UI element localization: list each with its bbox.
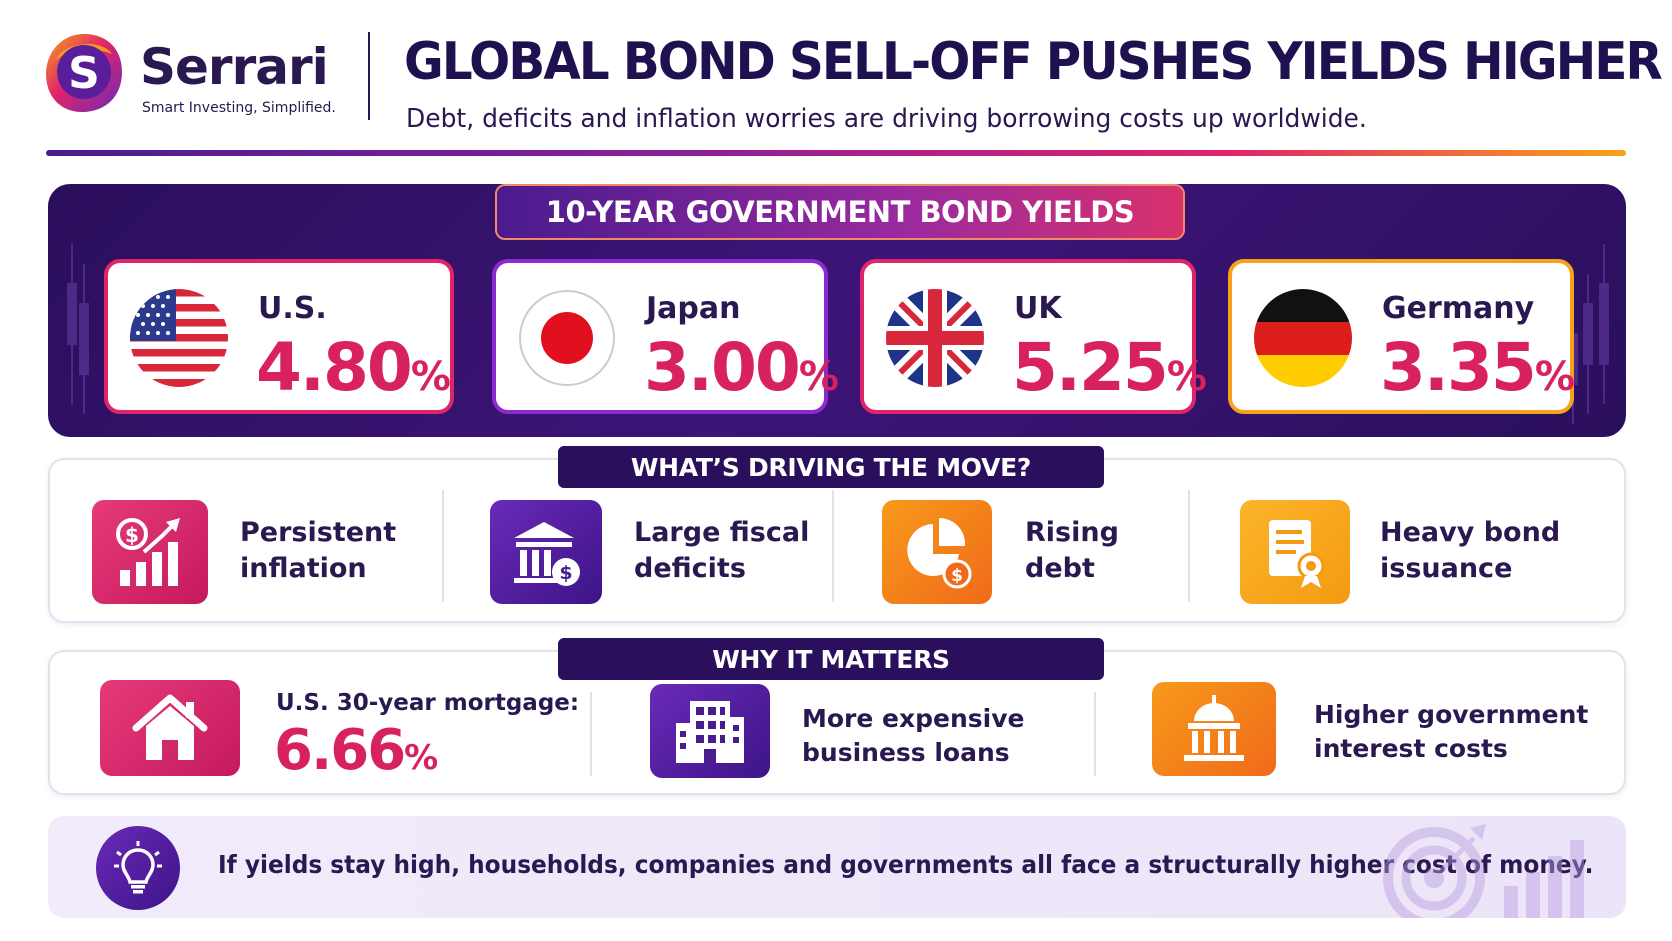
lightbulb-icon (96, 826, 180, 910)
footer-text: If yields stay high, households, compani… (218, 850, 1594, 879)
header-divider (368, 32, 370, 120)
us-flag-icon (130, 289, 228, 387)
driver-text-deficits: Large fiscal deficits (634, 517, 810, 584)
office-building-icon (650, 684, 770, 778)
pie-chart-dollar-icon: $ (882, 500, 992, 604)
mortgage-value: 6.66% (274, 718, 439, 783)
footer-takeaway: If yields stay high, households, compani… (48, 816, 1626, 918)
column-divider (1188, 490, 1190, 602)
uk-flag-icon (886, 289, 984, 387)
matters-section-title: WHY IT MATTERS (558, 638, 1104, 680)
country-name: U.S. (258, 291, 327, 326)
brand-tagline: Smart Investing, Simplified. (142, 100, 336, 116)
column-divider (442, 490, 444, 602)
driver-text-inflation: Persistent inflation (240, 517, 397, 584)
bond-card-uk: UK 5.25% (860, 259, 1207, 414)
page-subtitle: Debt, deficits and inflation worries are… (406, 104, 1367, 134)
target-chart-decoration-icon (1383, 824, 1584, 918)
dollar-growth-chart-icon: $ (92, 500, 208, 604)
gradient-divider (46, 150, 1626, 156)
bond-yields-panel: 10-YEAR GOVERNMENT BOND YIELDS U.S. 4.80… (48, 184, 1626, 437)
germany-flag-icon (1254, 289, 1352, 387)
government-capitol-icon (1152, 682, 1276, 776)
page-title: GLOBAL BOND SELL-OFF PUSHES YIELDS HIGHE… (404, 32, 1663, 92)
bond-card-us: U.S. 4.80% (104, 259, 454, 414)
column-divider (590, 692, 592, 776)
column-divider (832, 490, 834, 602)
bond-card-germany: Germany 3.35% (1228, 259, 1575, 414)
svg-text:$: $ (125, 523, 139, 547)
yield-value: 3.35% (1380, 329, 1575, 406)
matters-text-interest-costs: Higher government interest costs (1314, 700, 1589, 763)
brand-name: Serrari (140, 38, 329, 96)
driver-text-debt: Rising debt (1025, 517, 1119, 584)
column-divider (1094, 692, 1096, 776)
country-name: Japan (646, 291, 741, 326)
yield-value: 5.25% (1012, 329, 1207, 406)
bond-card-japan: Japan 3.00% (492, 259, 839, 414)
yield-value: 4.80% (256, 329, 451, 406)
country-name: UK (1014, 291, 1062, 326)
matters-text-business-loans: More expensive business loans (802, 704, 1025, 767)
bank-dollar-icon: $ (490, 500, 602, 604)
house-icon (100, 680, 240, 776)
yield-value: 3.00% (644, 329, 839, 406)
country-name: Germany (1382, 291, 1535, 326)
mortgage-label: U.S. 30-year mortgage: (276, 690, 580, 716)
drivers-section-title: WHAT’S DRIVING THE MOVE? (558, 446, 1104, 488)
serrari-logo-icon: S (46, 34, 122, 112)
header: S Serrari Smart Investing, Simplified. G… (0, 0, 1672, 160)
certificate-document-icon (1240, 500, 1350, 604)
yields-section-title: 10-YEAR GOVERNMENT BOND YIELDS (495, 184, 1185, 240)
svg-text:$: $ (559, 562, 572, 584)
svg-text:$: $ (951, 566, 963, 586)
japan-flag-icon (519, 290, 615, 386)
driver-text-issuance: Heavy bond issuance (1380, 517, 1561, 584)
logo-letter: S (68, 48, 100, 99)
